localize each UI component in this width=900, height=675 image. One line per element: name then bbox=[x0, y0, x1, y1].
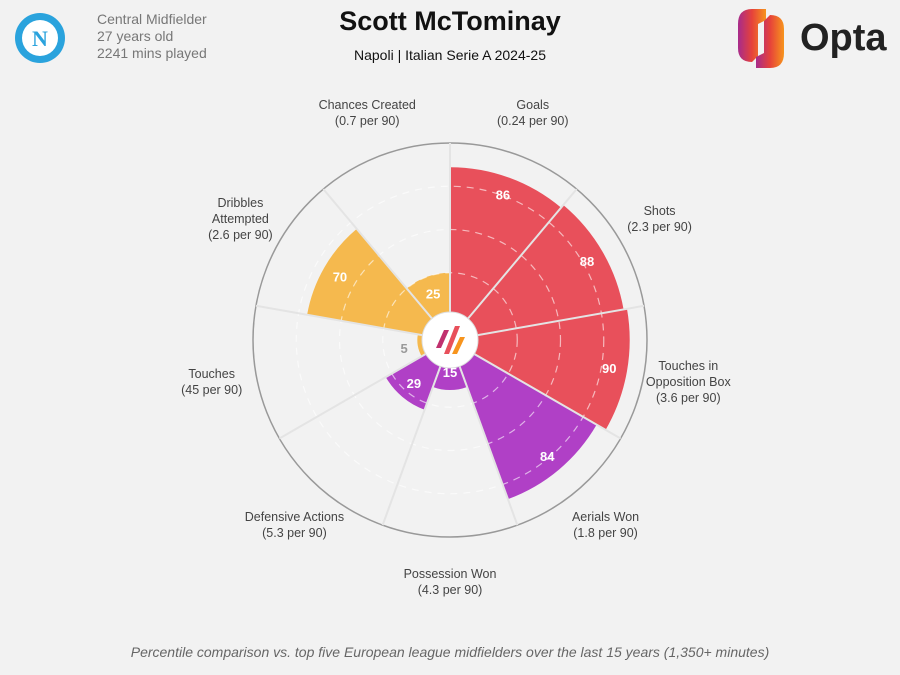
center-logo-icon bbox=[452, 337, 465, 354]
category-rate: (0.24 per 90) bbox=[496, 113, 569, 128]
bar-dribbles-attempted bbox=[307, 228, 435, 336]
category-label: Shots (2.3 per 90) bbox=[627, 203, 692, 235]
bar-chances-created bbox=[406, 272, 450, 322]
value-label: 15 bbox=[443, 365, 457, 380]
value-label: 84 bbox=[540, 449, 555, 464]
bar-defensive-actions bbox=[385, 352, 442, 410]
category-name: Possession Won bbox=[403, 567, 497, 581]
spoke bbox=[381, 339, 451, 526]
category-name: Shots bbox=[643, 204, 676, 218]
category-label: Aerials Won (1.8 per 90) bbox=[572, 509, 639, 541]
value-label: 29 bbox=[407, 376, 421, 391]
value-label: 86 bbox=[496, 188, 510, 203]
category-rate: (2.3 per 90) bbox=[627, 220, 692, 234]
category-name: Aerials Won bbox=[571, 510, 640, 525]
age: 27 years old bbox=[97, 28, 174, 44]
category-rate: (2.6 per 90) bbox=[208, 228, 273, 242]
center-logo-icon bbox=[444, 326, 460, 354]
spoke bbox=[449, 339, 519, 526]
category-label: Touches (45 per 90) bbox=[181, 366, 242, 398]
spoke bbox=[322, 188, 451, 341]
category-label: Defensive Actions (5.3 per 90) bbox=[245, 509, 344, 541]
category-label: Dribbles Attempted (2.6 per 90) bbox=[205, 195, 275, 243]
category-rate: (3.6 per 90) bbox=[656, 391, 721, 406]
center-logo-icon bbox=[436, 330, 449, 348]
svg-text:N: N bbox=[32, 26, 48, 51]
spoke bbox=[278, 339, 451, 440]
category-label: Chances Created (0.7 per 90) bbox=[319, 97, 416, 129]
bar-possession-won bbox=[432, 362, 468, 390]
category-rate: (4.3 per 90) bbox=[417, 583, 483, 597]
spoke bbox=[449, 188, 578, 341]
value-label: 90 bbox=[602, 361, 616, 376]
grid-ring-75 bbox=[295, 185, 605, 495]
bar-shots bbox=[465, 204, 624, 336]
category-name: Defensive Actions bbox=[244, 510, 345, 525]
value-label: 70 bbox=[333, 269, 347, 284]
brand-name: Opta bbox=[800, 17, 887, 59]
category-rate: (45 per 90) bbox=[181, 383, 243, 398]
category-rate: (1.8 per 90) bbox=[573, 526, 638, 541]
category-label: Possession Won (4.3 per 90) bbox=[404, 566, 497, 598]
value-label: 5 bbox=[400, 341, 407, 356]
opta-logo-icon bbox=[738, 9, 784, 68]
player-info: Central Midfielder 27 years old 2241 min… bbox=[97, 11, 207, 62]
category-rate: (5.3 per 90) bbox=[262, 526, 327, 541]
bar-aerials-won bbox=[458, 352, 597, 500]
subtitle: Napoli | Italian Serie A 2024-25 bbox=[354, 47, 546, 63]
category-name: Chances Created bbox=[318, 97, 416, 112]
spoke bbox=[449, 304, 645, 341]
club-badge: N bbox=[15, 13, 65, 63]
position: Central Midfielder bbox=[97, 11, 207, 27]
value-label: 25 bbox=[426, 287, 440, 302]
bar-touches-in-opposition-box bbox=[470, 308, 630, 430]
value-label: 88 bbox=[580, 254, 594, 269]
category-name: Goals bbox=[516, 97, 550, 112]
category-name: Dribbles Attempted bbox=[211, 196, 269, 226]
page-title: Scott McTominay bbox=[339, 6, 561, 36]
category-name: Touches bbox=[188, 367, 235, 382]
category-label: Touches in Opposition Box (3.6 per 90) bbox=[638, 358, 738, 406]
category-label: Goals (0.24 per 90) bbox=[497, 97, 569, 129]
minutes: 2241 mins played bbox=[97, 45, 207, 61]
spoke bbox=[255, 304, 451, 341]
category-name: Touches in Opposition Box bbox=[645, 359, 731, 390]
spoke bbox=[449, 339, 622, 440]
category-rate: (0.7 per 90) bbox=[334, 113, 400, 128]
footnote: Percentile comparison vs. top five Europ… bbox=[130, 644, 770, 660]
